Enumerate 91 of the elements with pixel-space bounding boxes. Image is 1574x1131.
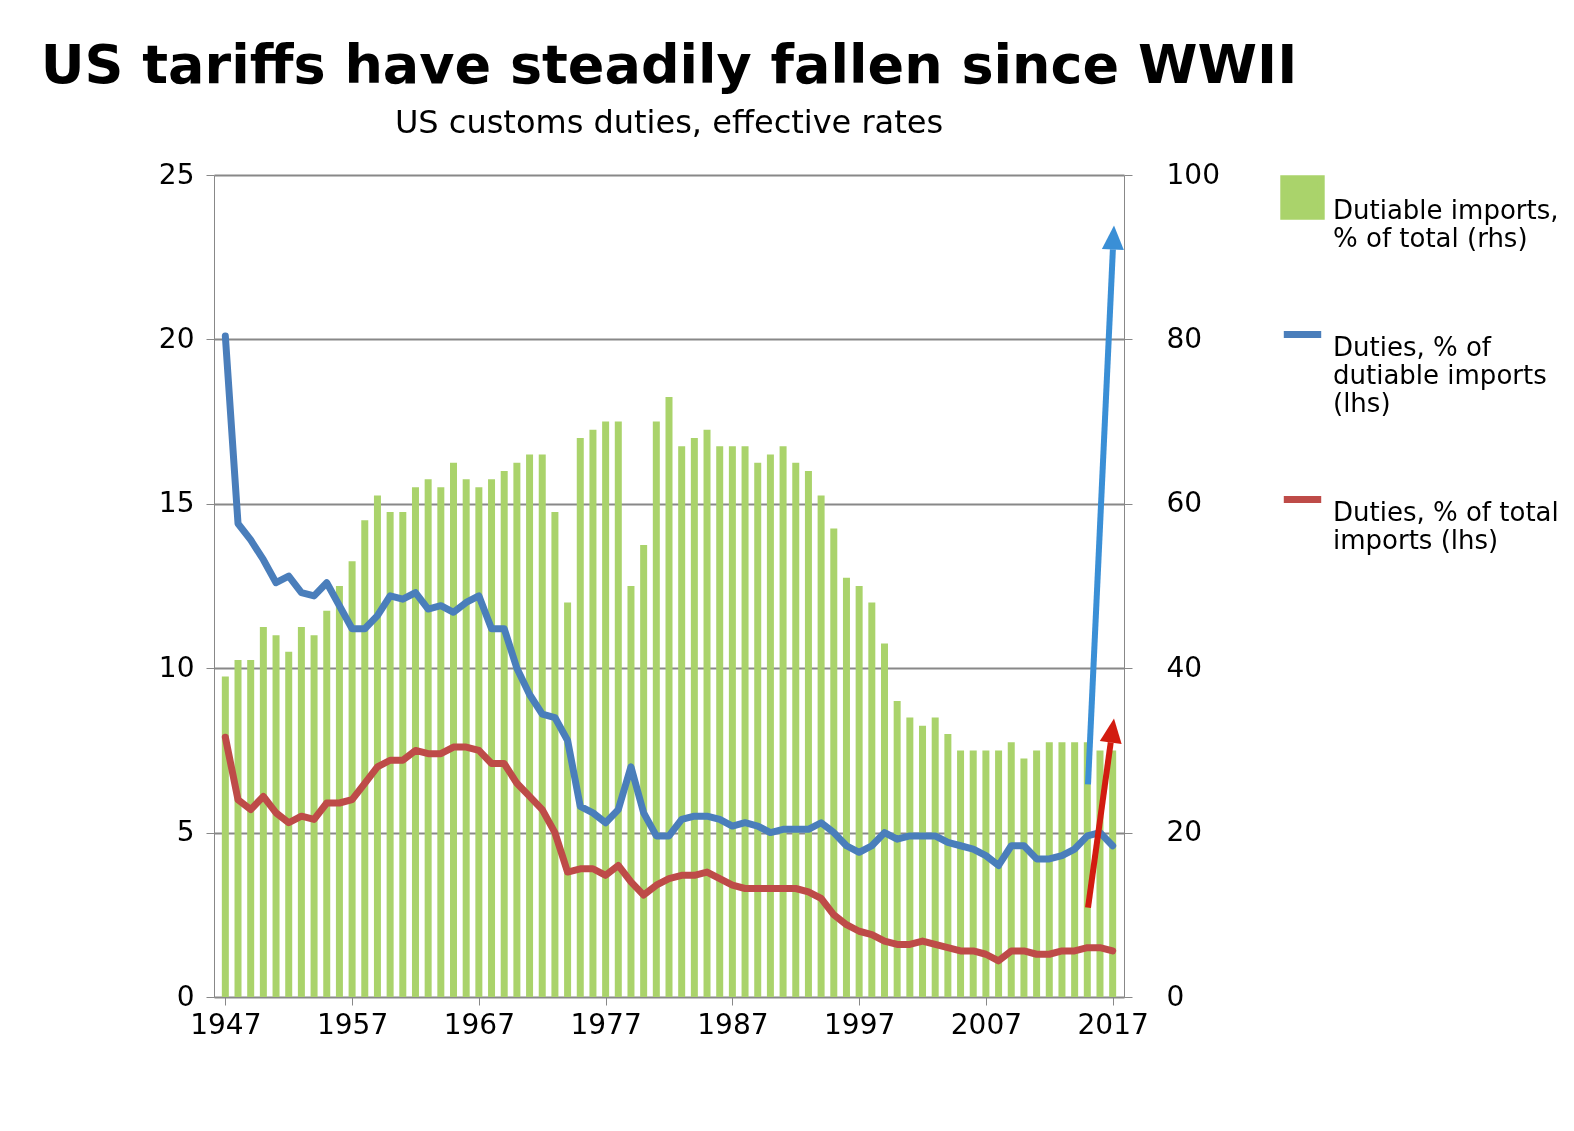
legend-label: Duties, % of dutiable imports (lhs) bbox=[1333, 331, 1547, 418]
x-tick-label: 1967 bbox=[443, 1007, 515, 1041]
bar bbox=[526, 454, 534, 997]
bar bbox=[880, 643, 888, 997]
bar bbox=[817, 495, 825, 997]
bar bbox=[690, 438, 698, 997]
bar bbox=[1007, 742, 1015, 997]
y2-tick-label: 60 bbox=[1166, 486, 1203, 520]
x-tick-label: 2017 bbox=[1077, 1007, 1149, 1041]
bar bbox=[830, 528, 838, 997]
bar bbox=[1109, 750, 1117, 997]
x-tick-label: 1957 bbox=[316, 1007, 389, 1041]
bar bbox=[323, 610, 331, 997]
x-tick-label: 1997 bbox=[824, 1007, 896, 1041]
bar bbox=[1058, 742, 1066, 997]
y-tick-label: 20 bbox=[158, 321, 195, 355]
legend-label: Dutiable imports, % of total (rhs) bbox=[1333, 194, 1559, 253]
bar bbox=[754, 462, 762, 997]
bar bbox=[931, 717, 939, 997]
bar bbox=[804, 470, 812, 997]
bar bbox=[969, 750, 977, 997]
x-tick-label: 2007 bbox=[950, 1007, 1023, 1041]
y2-tick-label: 100 bbox=[1166, 157, 1220, 191]
bar bbox=[627, 586, 635, 997]
y-tick-label: 5 bbox=[176, 815, 195, 849]
bar bbox=[488, 479, 496, 997]
bar bbox=[373, 495, 381, 997]
bar bbox=[728, 446, 736, 997]
bar bbox=[551, 512, 559, 997]
bar bbox=[614, 421, 622, 997]
bar bbox=[247, 659, 255, 997]
bar bbox=[944, 733, 952, 997]
bar bbox=[640, 544, 648, 997]
bar bbox=[957, 750, 965, 997]
bar bbox=[576, 438, 584, 997]
legend-label: Duties, % of total imports (lhs) bbox=[1333, 496, 1559, 555]
bar bbox=[424, 479, 432, 997]
bar bbox=[538, 454, 546, 997]
bar bbox=[259, 627, 267, 997]
bar bbox=[399, 512, 407, 997]
bar bbox=[450, 462, 458, 997]
bar bbox=[462, 479, 470, 997]
bar bbox=[995, 750, 1003, 997]
bar bbox=[842, 577, 850, 997]
bar bbox=[1020, 758, 1028, 997]
bar bbox=[297, 627, 305, 997]
x-tick-label: 1977 bbox=[570, 1007, 642, 1041]
bar bbox=[1033, 750, 1041, 997]
bar bbox=[703, 429, 711, 997]
bar bbox=[361, 520, 369, 997]
bar bbox=[652, 421, 660, 997]
bar bbox=[272, 635, 280, 997]
bar bbox=[741, 446, 749, 997]
chart-title: US tariffs have steadily fallen since WWII bbox=[40, 33, 1298, 96]
bar bbox=[589, 429, 597, 997]
bar bbox=[716, 446, 724, 997]
y2-tick-label: 20 bbox=[1166, 815, 1203, 849]
bar bbox=[335, 586, 343, 997]
bar bbox=[792, 462, 800, 997]
chart-subtitle: US customs duties, effective rates bbox=[394, 103, 944, 141]
bar bbox=[779, 446, 787, 997]
bar bbox=[234, 659, 242, 997]
bar bbox=[855, 586, 863, 997]
y2-tick-label: 0 bbox=[1166, 979, 1185, 1013]
bar bbox=[310, 635, 318, 997]
bar bbox=[982, 750, 990, 997]
bar bbox=[893, 701, 901, 997]
bar bbox=[386, 512, 394, 997]
bar bbox=[1071, 742, 1079, 997]
bar bbox=[411, 487, 419, 997]
bar bbox=[665, 396, 673, 997]
y2-tick-label: 80 bbox=[1166, 321, 1203, 355]
bar bbox=[221, 676, 229, 997]
bar bbox=[906, 717, 914, 997]
bar bbox=[868, 602, 876, 997]
x-tick-label: 1987 bbox=[697, 1007, 769, 1041]
y-tick-label: 10 bbox=[158, 650, 195, 684]
bar bbox=[500, 470, 508, 997]
bar bbox=[602, 421, 610, 997]
bar bbox=[437, 487, 445, 997]
bar bbox=[475, 487, 483, 997]
y2-tick-label: 40 bbox=[1166, 650, 1203, 684]
bar bbox=[348, 561, 356, 997]
bar bbox=[766, 454, 774, 997]
bar bbox=[919, 725, 927, 997]
y-tick-label: 25 bbox=[158, 157, 195, 191]
bar bbox=[285, 651, 293, 997]
bar bbox=[1045, 742, 1053, 997]
bar bbox=[513, 462, 521, 997]
bar bbox=[678, 446, 686, 997]
y-tick-label: 15 bbox=[158, 486, 195, 520]
